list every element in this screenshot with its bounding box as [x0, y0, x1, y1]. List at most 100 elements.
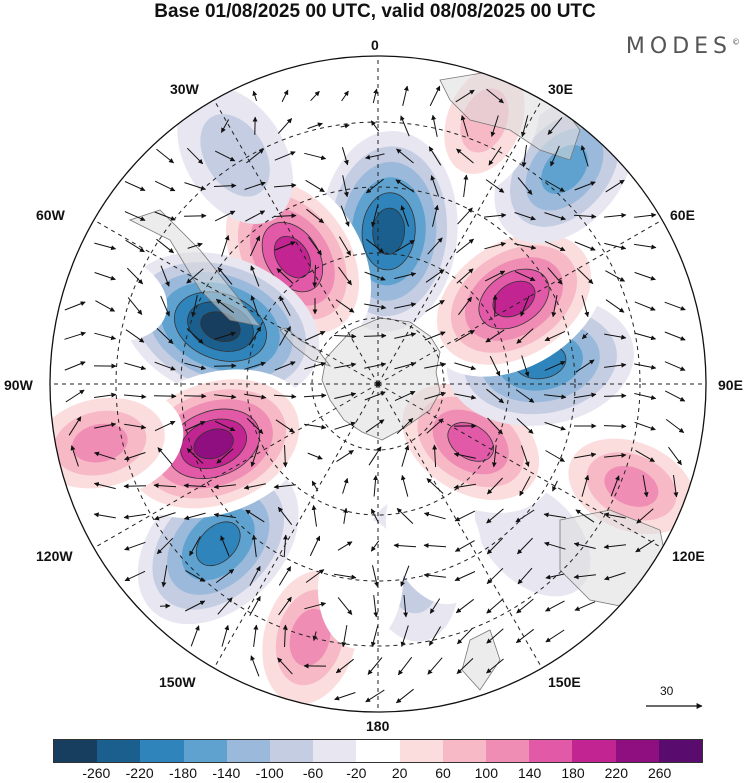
wind-vector — [277, 118, 293, 134]
wind-vector — [341, 625, 348, 648]
wind-vector — [484, 270, 506, 282]
wind-vector — [274, 361, 296, 371]
wind-vector — [485, 329, 505, 343]
wind-vector — [430, 175, 440, 197]
colorbar-ticks: -260 -220 -180 -140 -100 -60 -20 20 60 100 140 180 2… — [53, 765, 703, 783]
wind-vector — [335, 299, 355, 313]
wind-vector — [154, 361, 176, 371]
wind-vector — [249, 595, 261, 616]
wind-vector — [486, 88, 504, 104]
wind-vector — [520, 445, 530, 467]
wind-vector — [338, 236, 352, 256]
wind-vector — [252, 90, 258, 102]
wind-vector — [334, 362, 357, 369]
anomaly-contour — [289, 608, 331, 667]
anomaly-center — [177, 86, 293, 224]
wind-vector — [123, 483, 147, 489]
wind-vector — [156, 537, 174, 555]
wind-vector — [213, 484, 236, 490]
wind-vector — [372, 88, 379, 104]
anomaly-contour — [541, 144, 588, 195]
wind-vector — [342, 477, 349, 494]
wind-vector — [400, 565, 410, 587]
colorbar-tick-label: 100 — [474, 765, 499, 781]
wind-vector — [400, 474, 409, 497]
wind-vector — [307, 122, 323, 130]
wind-vector — [551, 295, 558, 318]
wind-vector — [123, 513, 146, 520]
wind-vector — [275, 419, 295, 433]
wind-vector — [343, 507, 348, 524]
wind-vector — [215, 298, 235, 314]
wind-vector — [251, 534, 257, 557]
wind-vector — [605, 179, 625, 193]
wind-vector — [516, 418, 534, 434]
wind-vector — [425, 269, 445, 283]
wind-vector — [544, 240, 566, 252]
colorbar-segment — [183, 740, 227, 762]
wind-vector — [456, 658, 474, 674]
wind-vector — [187, 242, 203, 249]
wind-vector — [454, 571, 476, 581]
wind-vector — [214, 150, 236, 162]
wind-vector — [394, 332, 417, 339]
lon-label-120w: 120W — [36, 548, 73, 564]
wind-vector — [246, 418, 264, 434]
wind-vector — [249, 235, 261, 257]
wind-vector — [484, 241, 507, 250]
wind-vector — [425, 299, 445, 313]
new-zealand-landmass — [461, 629, 501, 691]
wind-vector — [189, 536, 201, 557]
wind-vector — [308, 236, 322, 256]
meridian-line — [93, 219, 379, 385]
wind-vector — [312, 264, 318, 288]
colorbar-tick-label: 140 — [517, 765, 542, 781]
wind-vector — [281, 89, 289, 103]
wind-vector — [154, 211, 176, 221]
wind-vector — [634, 212, 657, 218]
colorbar-tick-label: 60 — [435, 765, 451, 781]
wind-vector-field — [64, 85, 686, 704]
colorbar-tick-label: 260 — [647, 765, 672, 781]
wind-vector — [573, 213, 597, 219]
wind-vector — [214, 210, 236, 222]
wind-vector — [214, 331, 236, 340]
wind-vector — [154, 180, 176, 192]
wind-vector — [278, 566, 292, 586]
colorbar-segment — [140, 740, 184, 762]
meridian-line — [213, 99, 379, 385]
wind-vector — [310, 90, 320, 102]
colorbar-tick-label: 180 — [561, 765, 585, 781]
wind-vector — [455, 89, 475, 103]
wind-vector — [365, 419, 385, 433]
anomaly-center — [121, 252, 320, 402]
wind-vector — [364, 391, 386, 401]
wind-vector — [364, 271, 386, 281]
colorbar — [53, 739, 703, 763]
wind-vector — [124, 181, 146, 191]
wind-vector — [154, 512, 176, 521]
wind-vector — [454, 510, 476, 522]
wind-vector — [544, 361, 566, 371]
wind-vector — [250, 295, 259, 317]
colorbar-tick-label: 20 — [391, 765, 408, 781]
wind-vector — [309, 535, 321, 557]
colorbar-tick-label: -220 — [125, 765, 154, 781]
wind-vector — [432, 444, 438, 468]
wind-vector — [604, 362, 627, 368]
wind-vector — [423, 572, 446, 578]
wind-vector — [486, 598, 504, 614]
wind-vector — [273, 393, 297, 399]
colorbar-tick-label: 220 — [604, 765, 629, 781]
wind-vector — [276, 268, 294, 284]
wind-vector — [394, 361, 417, 370]
wind-vector — [514, 212, 536, 221]
wind-vector — [603, 544, 626, 550]
wind-vector — [515, 389, 535, 403]
colorbar-segment — [54, 740, 98, 762]
wind-vector — [634, 271, 656, 281]
wind-vector — [305, 179, 325, 193]
wind-vector — [545, 600, 565, 612]
latitude-circle-50s — [115, 121, 641, 647]
wind-vector — [396, 148, 414, 164]
